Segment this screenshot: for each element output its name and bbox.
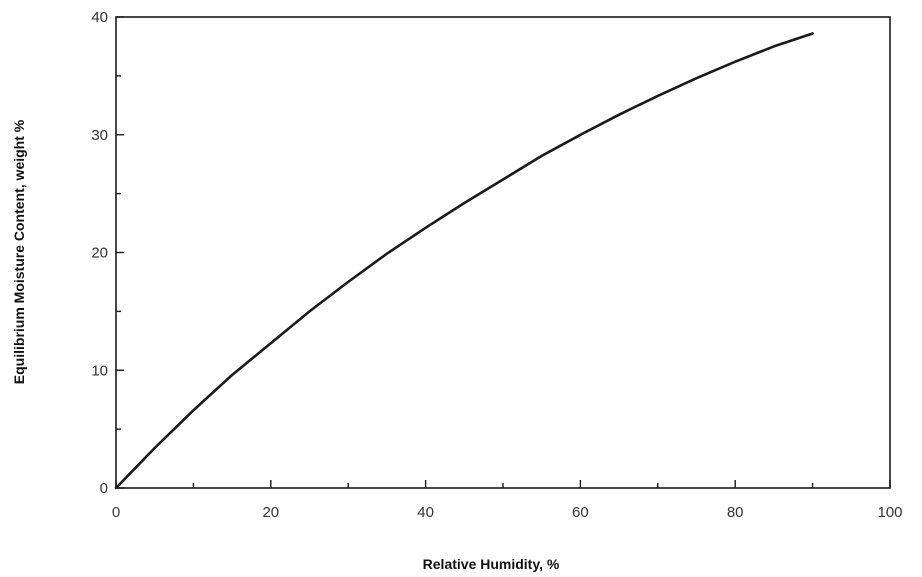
plot-frame <box>115 16 891 489</box>
y-tick-label: 20 <box>91 245 108 262</box>
x-tick-label: 20 <box>262 504 279 521</box>
x-tick-label: 60 <box>572 504 589 521</box>
x-axis-tick-labels: 0 20 40 60 80 100 <box>112 504 903 521</box>
x-tick-label: 100 <box>877 504 902 521</box>
y-tick-label: 10 <box>91 362 108 379</box>
y-axis-title: Equilibrium Moisture Content, weight % <box>11 119 27 384</box>
y-axis-tick-labels: 0 10 20 30 40 <box>91 9 108 497</box>
axis-ticks <box>115 16 891 489</box>
x-tick-label: 40 <box>417 504 434 521</box>
x-axis-title: Relative Humidity, % <box>423 556 560 572</box>
x-tick-label: 0 <box>112 504 120 521</box>
y-tick-label: 40 <box>91 9 108 26</box>
series-line <box>114 32 814 490</box>
y-tick-label: 0 <box>100 480 108 497</box>
y-tick-label: 30 <box>91 127 108 144</box>
x-tick-label: 80 <box>727 504 744 521</box>
